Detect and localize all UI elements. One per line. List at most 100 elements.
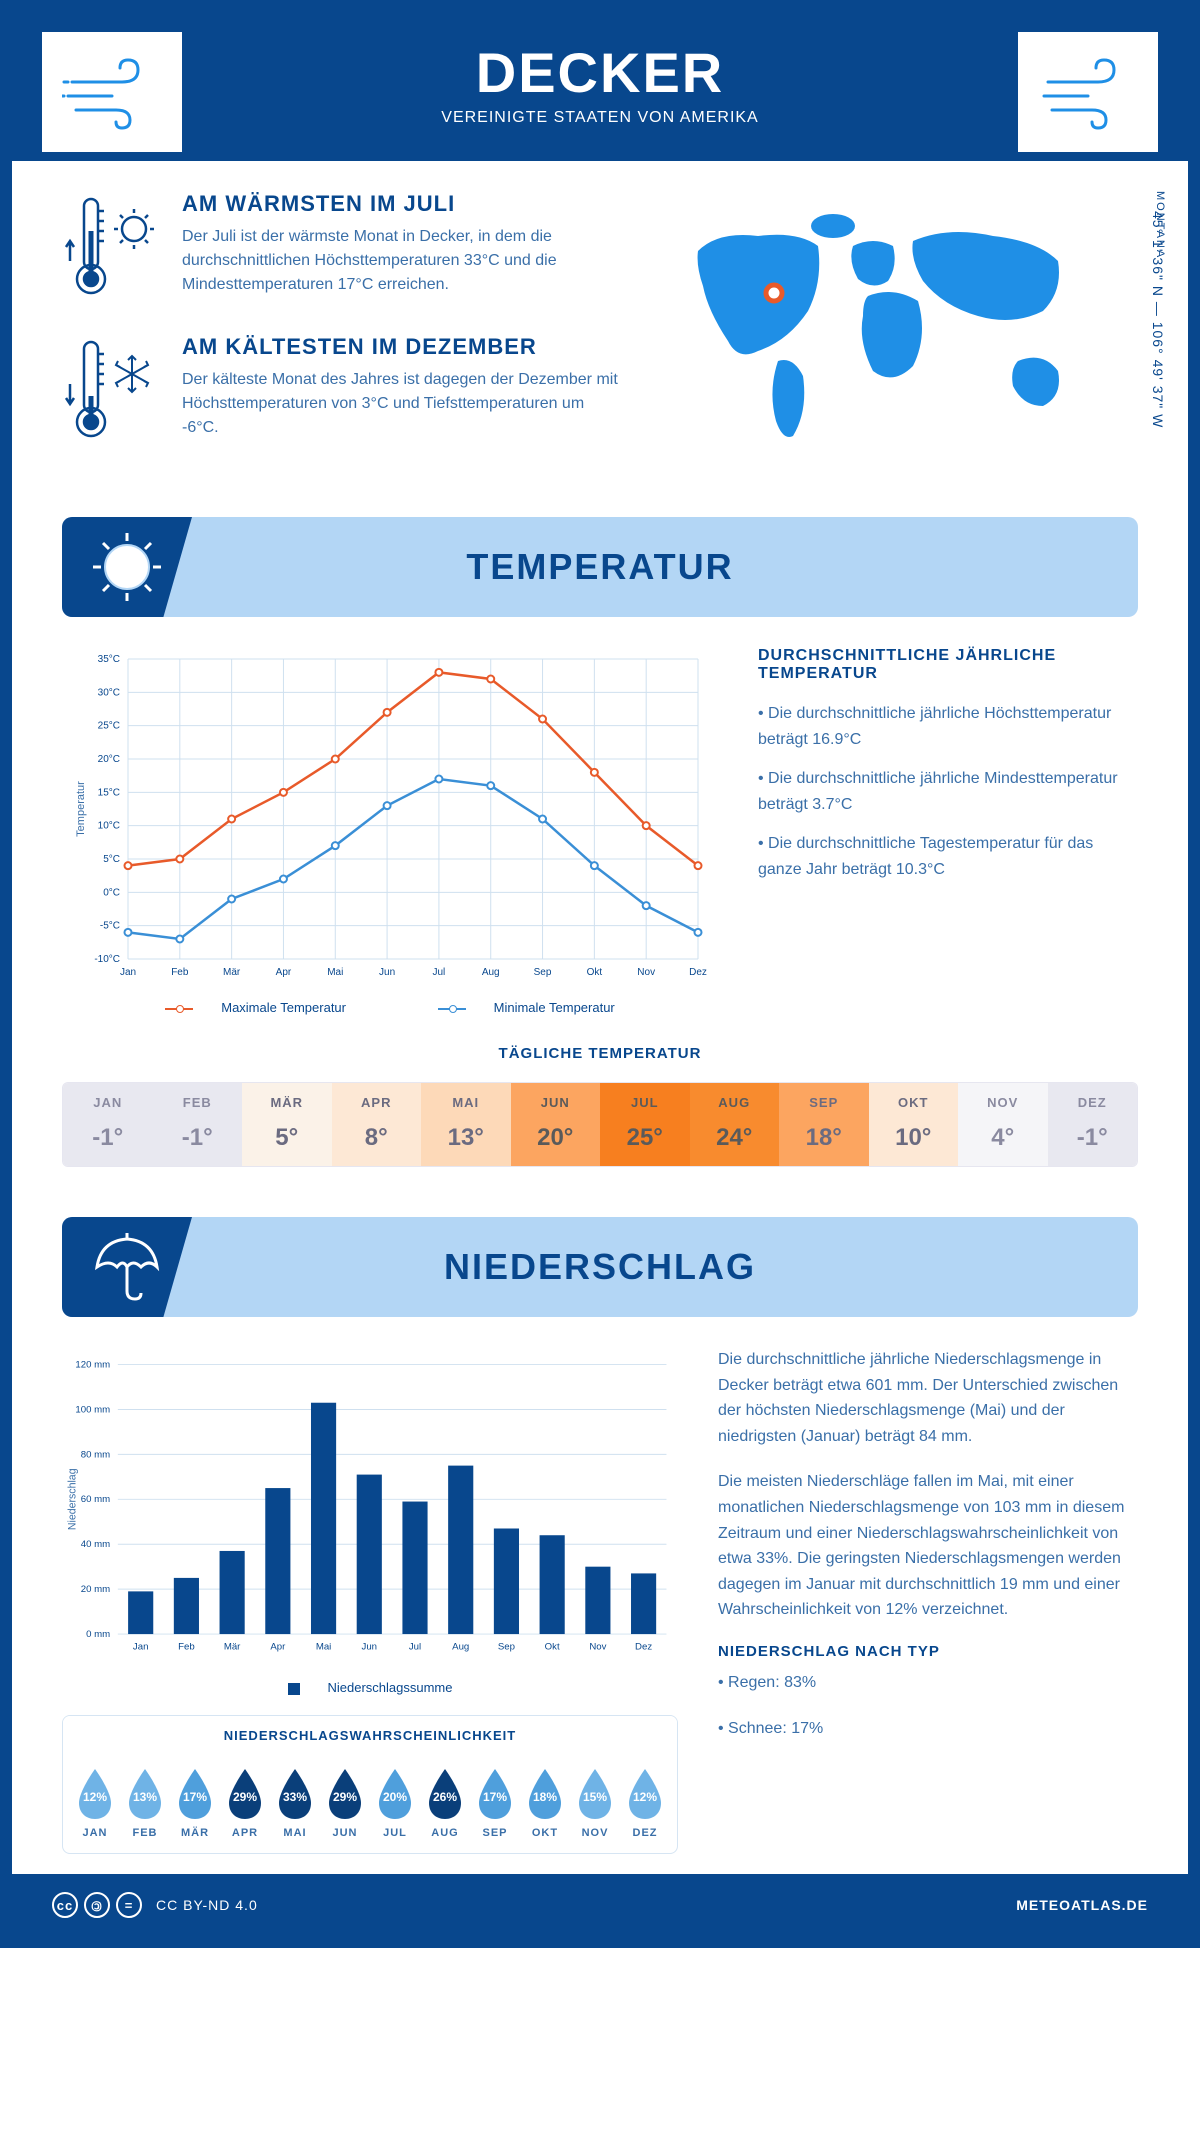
svg-text:Jul: Jul — [433, 967, 446, 978]
wind-icon — [42, 32, 182, 152]
probability-cell: 29%APR — [221, 1765, 269, 1839]
svg-text:-10°C: -10°C — [94, 954, 120, 965]
thermometer-sun-icon — [62, 191, 162, 301]
temp-summary-item: • Die durchschnittliche jährliche Mindes… — [758, 766, 1138, 817]
svg-text:Mai: Mai — [327, 967, 343, 978]
svg-text:60 mm: 60 mm — [81, 1494, 110, 1505]
coordinates: 45° 1' 36" N — 106° 49' 37" W — [1150, 211, 1166, 428]
svg-text:Aug: Aug — [482, 967, 500, 978]
temp-summary-title: DURCHSCHNITTLICHE JÄHRLICHE TEMPERATUR — [758, 647, 1138, 683]
svg-text:100 mm: 100 mm — [75, 1404, 110, 1415]
svg-text:Niederschlag: Niederschlag — [66, 1468, 78, 1530]
probability-cell: 33%MAI — [271, 1765, 319, 1839]
svg-text:Dez: Dez — [635, 1641, 652, 1652]
svg-text:40 mm: 40 mm — [81, 1539, 110, 1550]
probability-title: NIEDERSCHLAGSWAHRSCHEINLICHKEIT — [63, 1716, 677, 1755]
svg-text:20°C: 20°C — [98, 754, 120, 765]
daily-temp-cell: FEB-1° — [153, 1083, 243, 1166]
svg-text:25°C: 25°C — [98, 721, 120, 732]
precipitation-chart: 0 mm20 mm40 mm60 mm80 mm100 mm120 mmJanF… — [62, 1347, 678, 1695]
daily-temp-grid: JAN-1°FEB-1°MÄR5°APR8°MAI13°JUN20°JUL25°… — [62, 1082, 1138, 1167]
precipitation-heading: NIEDERSCHLAG — [192, 1246, 1138, 1288]
svg-text:Nov: Nov — [637, 967, 655, 978]
warmest-title: AM WÄRMSTEN IM JULI — [182, 191, 618, 217]
warmest-text: Der Juli ist der wärmste Monat in Decker… — [182, 225, 618, 297]
svg-text:Mär: Mär — [223, 967, 241, 978]
umbrella-icon — [87, 1227, 167, 1307]
temperature-heading: TEMPERATUR — [192, 546, 1138, 588]
location-marker — [766, 285, 782, 301]
svg-text:Jul: Jul — [409, 1641, 421, 1652]
thermometer-snow-icon — [62, 334, 162, 444]
svg-text:15°C: 15°C — [98, 787, 120, 798]
precipitation-legend: Niederschlagssumme — [62, 1680, 678, 1695]
precip-text-2: Die meisten Niederschläge fallen im Mai,… — [718, 1469, 1138, 1623]
coldest-block: AM KÄLTESTEN IM DEZEMBER Der kälteste Mo… — [62, 334, 618, 449]
svg-text:Jun: Jun — [379, 967, 395, 978]
svg-text:Okt: Okt — [545, 1641, 560, 1652]
daily-temp-cell: MAI13° — [421, 1083, 511, 1166]
cc-icons: cc🄯= — [52, 1892, 142, 1918]
svg-text:35°C: 35°C — [98, 654, 120, 665]
header: DECKER VEREINIGTE STAATEN VON AMERIKA — [12, 12, 1188, 161]
svg-text:Jan: Jan — [120, 967, 136, 978]
probability-cell: 17%MÄR — [171, 1765, 219, 1839]
temperature-legend: Maximale Temperatur Minimale Temperatur — [62, 1000, 718, 1015]
svg-text:-5°C: -5°C — [100, 921, 120, 932]
svg-text:Feb: Feb — [178, 1641, 195, 1652]
temp-summary-item: • Die durchschnittliche jährliche Höchst… — [758, 701, 1138, 752]
precip-text-1: Die durchschnittliche jährliche Niedersc… — [718, 1347, 1138, 1449]
site-label: METEOATLAS.DE — [1016, 1897, 1148, 1913]
svg-text:0 mm: 0 mm — [86, 1629, 110, 1640]
svg-text:Mär: Mär — [224, 1641, 241, 1652]
daily-temp-cell: DEZ-1° — [1048, 1083, 1138, 1166]
probability-cell: 12%JAN — [71, 1765, 119, 1839]
svg-text:Sep: Sep — [498, 1641, 515, 1652]
probability-cell: 20%JUL — [371, 1765, 419, 1839]
probability-cell: 26%AUG — [421, 1765, 469, 1839]
probability-cell: 12%DEZ — [621, 1765, 669, 1839]
precip-type-item: • Regen: 83% — [718, 1670, 1138, 1696]
precip-type-item: • Schnee: 17% — [718, 1716, 1138, 1742]
daily-temp-cell: JUN20° — [511, 1083, 601, 1166]
wind-icon — [1018, 32, 1158, 152]
daily-temp-cell: AUG24° — [690, 1083, 780, 1166]
svg-text:Okt: Okt — [587, 967, 603, 978]
daily-temp-cell: MÄR5° — [242, 1083, 332, 1166]
footer: cc🄯= CC BY-ND 4.0 METEOATLAS.DE — [12, 1874, 1188, 1936]
svg-text:0°C: 0°C — [103, 887, 120, 898]
svg-text:30°C: 30°C — [98, 687, 120, 698]
daily-temp-cell: APR8° — [332, 1083, 422, 1166]
coldest-text: Der kälteste Monat des Jahres ist dagege… — [182, 368, 618, 440]
svg-text:Nov: Nov — [589, 1641, 606, 1652]
daily-temp-cell: NOV4° — [958, 1083, 1048, 1166]
license-label: CC BY-ND 4.0 — [156, 1897, 258, 1913]
probability-cell: 17%SEP — [471, 1765, 519, 1839]
svg-text:Apr: Apr — [276, 967, 292, 978]
page-subtitle: VEREINIGTE STAATEN VON AMERIKA — [12, 109, 1188, 127]
svg-text:Sep: Sep — [534, 967, 552, 978]
svg-text:Dez: Dez — [689, 967, 707, 978]
daily-temp-cell: SEP18° — [779, 1083, 869, 1166]
svg-text:5°C: 5°C — [103, 854, 120, 865]
sun-icon — [87, 527, 167, 607]
svg-text:Jan: Jan — [133, 1641, 149, 1652]
svg-text:Apr: Apr — [270, 1641, 286, 1652]
svg-text:Mai: Mai — [316, 1641, 331, 1652]
svg-text:Temperatur: Temperatur — [75, 781, 87, 837]
svg-text:120 mm: 120 mm — [75, 1359, 110, 1370]
page-title: DECKER — [12, 40, 1188, 105]
precipitation-banner: NIEDERSCHLAG — [62, 1217, 1138, 1317]
svg-text:10°C: 10°C — [98, 821, 120, 832]
daily-temp-title: TÄGLICHE TEMPERATUR — [62, 1045, 1138, 1062]
probability-cell: 18%OKT — [521, 1765, 569, 1839]
daily-temp-cell: JUL25° — [600, 1083, 690, 1166]
coldest-title: AM KÄLTESTEN IM DEZEMBER — [182, 334, 618, 360]
daily-temp-cell: OKT10° — [869, 1083, 959, 1166]
temperature-chart: -10°C -5°C 0°C 5°C 10°C 15°C 20°C 25°C 30°C 35°C J… — [62, 647, 718, 1015]
svg-text:Feb: Feb — [171, 967, 189, 978]
svg-text:Aug: Aug — [452, 1641, 469, 1652]
svg-text:Jun: Jun — [362, 1641, 378, 1652]
probability-cell: 15%NOV — [571, 1765, 619, 1839]
probability-cell: 29%JUN — [321, 1765, 369, 1839]
